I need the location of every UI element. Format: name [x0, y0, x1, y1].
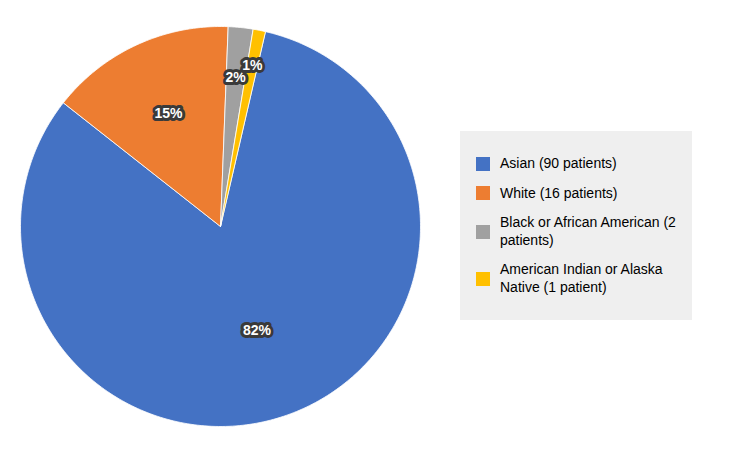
html-text:Asian (90 patients): Asian (90 patients) — [500, 155, 617, 171]
svg-text:1%: 1% — [242, 57, 263, 73]
svg-text:2%: 2% — [225, 68, 246, 85]
svg-text:82%: 82% — [243, 321, 272, 337]
svg-text:15%: 15% — [154, 105, 183, 121]
html-text:Black or African American (2 p: Black or African American (2 patients) — [500, 214, 676, 248]
html-text:American Indian or Alaska Nati: American Indian or Alaska Native (1 pati… — [500, 261, 663, 295]
html-text:White (16 patients): White (16 patients) — [500, 184, 618, 201]
